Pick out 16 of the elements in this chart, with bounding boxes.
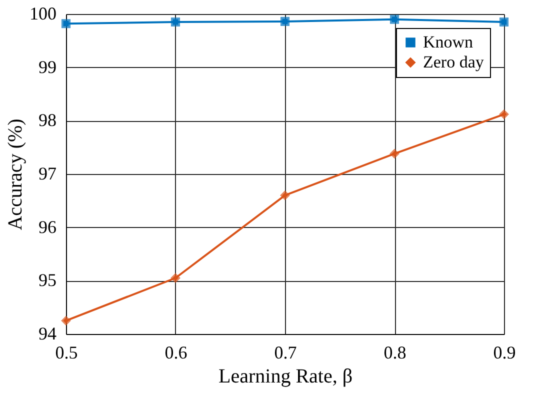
y-tick-label: 97 (38, 164, 56, 184)
x-axis-title: Learning Rate, β (218, 366, 353, 388)
x-tick-label: 0.6 (164, 342, 188, 362)
x-tick-label: 0.5 (55, 342, 78, 362)
y-tick-label: 95 (38, 270, 56, 290)
x-tick-label: 0.9 (493, 342, 516, 362)
y-tick-label: 99 (38, 56, 56, 77)
legend-label: Known (423, 32, 474, 52)
y-axis-title: Accuracy (%) (4, 118, 26, 230)
x-tick-label: 0.7 (274, 342, 297, 362)
x-tick-label: 0.8 (384, 342, 406, 362)
legend-label: Zero day (423, 52, 484, 72)
y-tick-label: 94 (38, 324, 56, 344)
y-tick-label: 96 (38, 216, 56, 237)
y-tick-label: 98 (38, 110, 56, 130)
y-tick-label: 100 (30, 4, 56, 24)
